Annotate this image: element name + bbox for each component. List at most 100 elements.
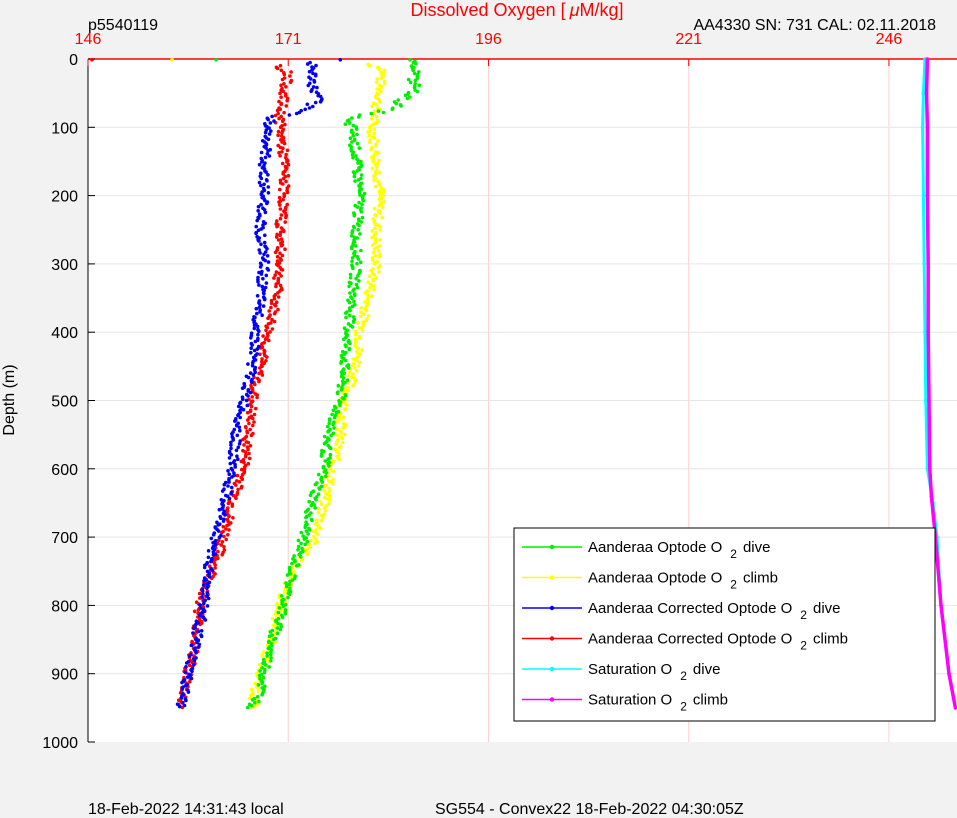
data-point	[235, 433, 240, 438]
data-point	[279, 237, 284, 241]
data-point	[286, 174, 291, 178]
data-point	[308, 493, 313, 498]
data-point	[332, 415, 337, 420]
y-tick-label: 200	[51, 189, 78, 206]
data-point	[284, 94, 288, 98]
data-point	[267, 309, 272, 313]
data-point	[317, 507, 321, 511]
data-point	[276, 610, 281, 615]
data-point	[254, 311, 259, 316]
series-0	[214, 57, 422, 710]
data-point	[249, 350, 253, 355]
data-point	[356, 178, 361, 182]
data-point	[341, 415, 346, 420]
data-point	[279, 624, 284, 629]
data-point	[311, 85, 316, 89]
data-point	[374, 237, 378, 241]
data-point	[263, 337, 268, 342]
data-point	[265, 178, 269, 183]
data-point	[189, 676, 194, 681]
data-point	[350, 304, 355, 309]
data-point	[327, 497, 332, 502]
data-point	[335, 420, 340, 424]
data-point	[180, 680, 184, 685]
data-point	[357, 200, 361, 205]
data-point	[322, 495, 327, 500]
data-point	[376, 109, 381, 113]
data-point	[310, 68, 314, 72]
data-point	[313, 506, 318, 510]
data-point	[264, 170, 268, 174]
data-point	[283, 122, 287, 127]
data-point	[258, 366, 262, 370]
data-point	[202, 565, 207, 570]
data-point	[259, 227, 264, 231]
data-point	[298, 555, 303, 559]
data-point	[303, 510, 308, 514]
data-point	[257, 248, 262, 252]
data-point	[303, 525, 308, 530]
data-point	[280, 119, 285, 123]
data-point	[335, 391, 340, 396]
data-point	[382, 81, 387, 86]
data-point	[230, 485, 234, 490]
data-point	[375, 260, 380, 264]
data-point	[411, 68, 416, 73]
data-point	[947, 671, 951, 676]
data-point	[184, 698, 188, 703]
data-point	[273, 273, 278, 278]
data-point	[220, 530, 224, 535]
data-point	[252, 420, 256, 424]
data-point	[279, 608, 284, 612]
data-point	[241, 407, 246, 412]
data-point	[281, 197, 286, 202]
data-point	[283, 220, 288, 224]
data-point	[189, 643, 194, 647]
data-point	[278, 251, 282, 256]
data-point	[313, 482, 318, 487]
data-point	[358, 314, 363, 319]
data-point	[260, 284, 265, 289]
data-point	[415, 89, 420, 94]
x-tick-label: 171	[275, 31, 302, 48]
data-point	[331, 422, 335, 427]
data-point	[343, 394, 348, 398]
data-point	[252, 412, 257, 417]
data-point	[273, 640, 278, 645]
data-point	[256, 204, 261, 209]
data-point	[185, 675, 190, 679]
data-point	[275, 66, 280, 71]
data-point	[260, 313, 264, 318]
data-point	[278, 91, 282, 96]
data-point	[285, 98, 290, 103]
data-point	[319, 502, 324, 507]
data-point	[237, 425, 242, 430]
series-2	[175, 57, 343, 709]
y-tick-label: 100	[51, 120, 78, 137]
data-point	[371, 284, 376, 288]
data-point	[213, 572, 217, 576]
data-point	[280, 131, 284, 135]
data-point	[246, 394, 250, 398]
data-point	[367, 63, 372, 68]
data-point	[245, 403, 250, 408]
data-point	[305, 102, 310, 107]
data-point	[256, 332, 260, 337]
data-point	[371, 258, 375, 262]
data-point	[417, 83, 422, 87]
data-point	[253, 701, 257, 705]
data-point	[263, 663, 268, 667]
data-point	[243, 450, 248, 454]
data-point	[200, 589, 205, 593]
data-point	[269, 301, 274, 306]
data-point	[376, 151, 381, 155]
data-point	[278, 178, 283, 183]
data-point	[280, 268, 285, 272]
data-point	[350, 296, 354, 301]
data-point	[372, 273, 377, 277]
data-point	[330, 481, 335, 486]
data-point	[364, 308, 369, 313]
data-point	[217, 538, 221, 542]
data-point	[334, 406, 338, 410]
